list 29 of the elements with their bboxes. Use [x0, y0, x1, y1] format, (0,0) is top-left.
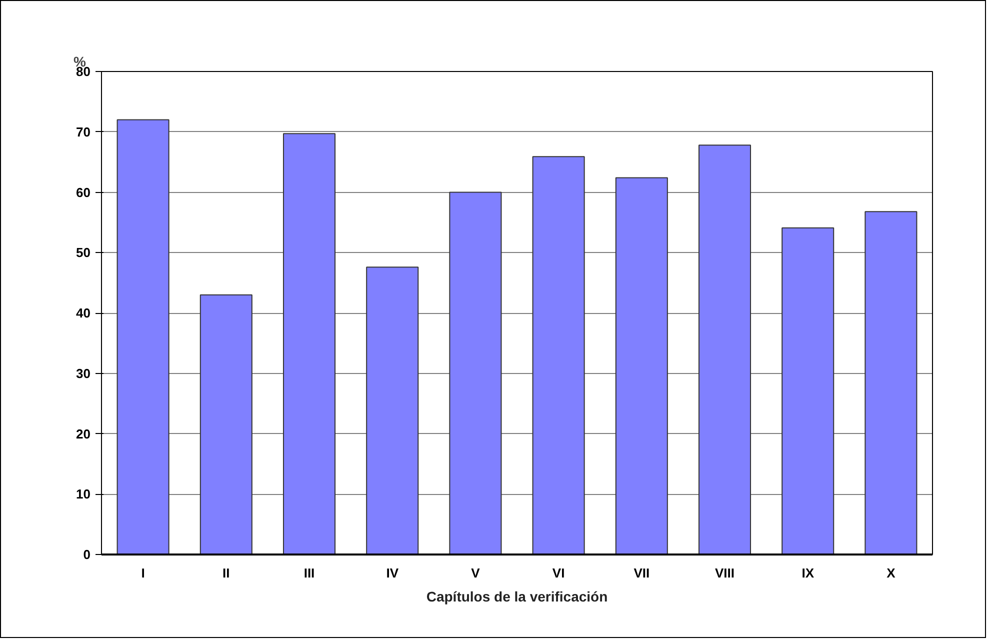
x-tick-label: III — [304, 566, 315, 580]
x-tick-label: VII — [634, 566, 650, 580]
x-tick-label: X — [886, 566, 896, 580]
x-tick-label: I — [141, 566, 145, 580]
y-tick-label: 10 — [76, 486, 91, 502]
y-tick-label: 20 — [76, 426, 91, 442]
x-tick-label: VI — [552, 566, 565, 580]
bar — [532, 156, 585, 554]
y-tick-label: 30 — [76, 366, 91, 381]
x-tick-label: IV — [386, 566, 399, 580]
y-tick-label: 0 — [83, 547, 91, 562]
x-tick-label: IX — [802, 566, 814, 580]
bar — [282, 133, 336, 554]
x-tick-label: V — [471, 566, 480, 580]
bar — [615, 177, 668, 554]
y-tick-label: 40 — [76, 306, 91, 320]
y-tick-label: 50 — [76, 245, 91, 260]
x-tick-label: VIII — [714, 566, 735, 580]
x-axis-title: Capítulos de la verificación — [426, 588, 608, 604]
bar — [782, 227, 834, 554]
bar — [698, 144, 752, 554]
bar — [116, 119, 170, 554]
y-tick-label: 60 — [76, 184, 91, 200]
y-tick-label: 70 — [76, 124, 91, 140]
bar — [449, 192, 502, 554]
bar — [864, 211, 918, 554]
bar — [366, 266, 419, 554]
x-tick-label: II — [222, 566, 230, 580]
bar — [200, 294, 252, 554]
